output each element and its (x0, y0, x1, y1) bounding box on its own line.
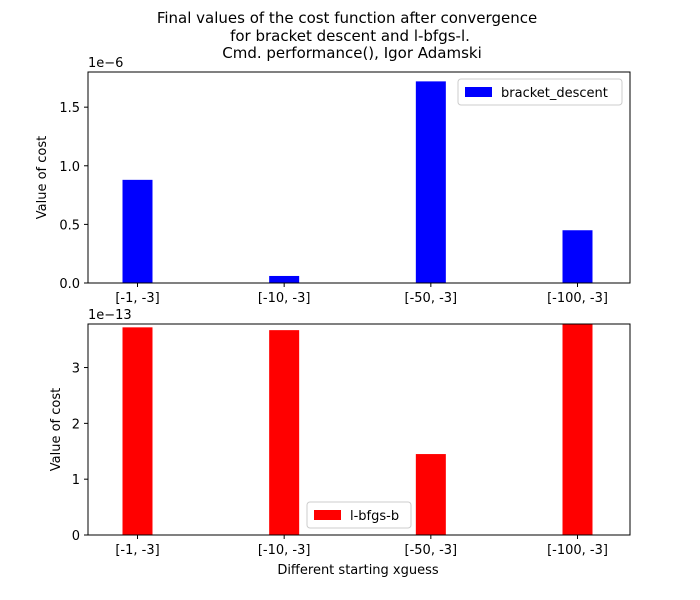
x-tick-label: [-50, -3] (405, 543, 458, 558)
legend-label: bracket_descent (501, 86, 608, 101)
legend-frame (306, 501, 412, 529)
y-tick-label: 3 (72, 362, 80, 377)
axes-frame (87, 323, 631, 536)
legend-swatch (314, 510, 341, 520)
legend: l-bfgs-b (306, 501, 412, 529)
figure-title-line-3: Cmd. performance(), Igor Adamski (222, 44, 482, 62)
y-axis-label: Value of cost (49, 388, 64, 471)
x-tick-label: [-10, -3] (258, 291, 311, 306)
bar-l-bfgs-b-2 (269, 330, 300, 535)
x-tick-label: [-100, -3] (547, 291, 608, 306)
bar-l-bfgs-b-3 (415, 454, 446, 535)
bar-bracket_descent-2 (269, 275, 300, 283)
y-tick-label: 1 (72, 473, 80, 488)
y-tick-label: 1.0 (59, 160, 80, 175)
y-tick-label: 0.5 (59, 218, 80, 233)
y-axis-offset-text: 1e−13 (88, 308, 132, 323)
bar-l-bfgs-b-1 (122, 327, 153, 535)
figure-title-line-2: for bracket descent and l-bfgs-l. (230, 27, 470, 45)
legend: bracket_descent (457, 78, 623, 106)
y-tick-label: 0 (72, 529, 80, 544)
x-tick-label: [-1, -3] (115, 543, 159, 558)
chart-panel-1: [-1, -3] [-10, -3] [-50, -3] [-100, -3] 0.0 0… (35, 56, 631, 306)
chart-panel-2: [-1, -3] [-10, -3] [-50, -3] [-100, -3] 0 1 2 3… (49, 308, 631, 558)
y-axis-offset-text: 1e−6 (88, 56, 123, 71)
legend-swatch (465, 87, 492, 97)
legend-frame (457, 78, 623, 106)
figure-title-line-1: Final values of the cost function after … (157, 9, 537, 27)
y-axis-label: Value of cost (35, 136, 50, 219)
x-tick-label: [-10, -3] (258, 543, 311, 558)
legend-label: l-bfgs-b (350, 509, 399, 524)
bar-bracket_descent-1 (122, 179, 153, 283)
bar-l-bfgs-b-4 (562, 324, 593, 535)
bar-bracket_descent-4 (562, 230, 593, 283)
x-tick-label: [-100, -3] (547, 543, 608, 558)
bar-bracket_descent-3 (415, 81, 446, 283)
x-tick-label: [-50, -3] (405, 291, 458, 306)
chart-panels: [-1, -3] [-10, -3] [-50, -3] [-100, -3] 0.0 0… (35, 56, 631, 558)
y-tick-label: 2 (72, 417, 80, 432)
x-axis-label: Different starting xguess (277, 563, 439, 578)
y-tick-label: 1.5 (59, 101, 80, 116)
axes-frame (87, 71, 631, 284)
y-tick-label: 0.0 (59, 277, 80, 292)
x-tick-label: [-1, -3] (115, 291, 159, 306)
